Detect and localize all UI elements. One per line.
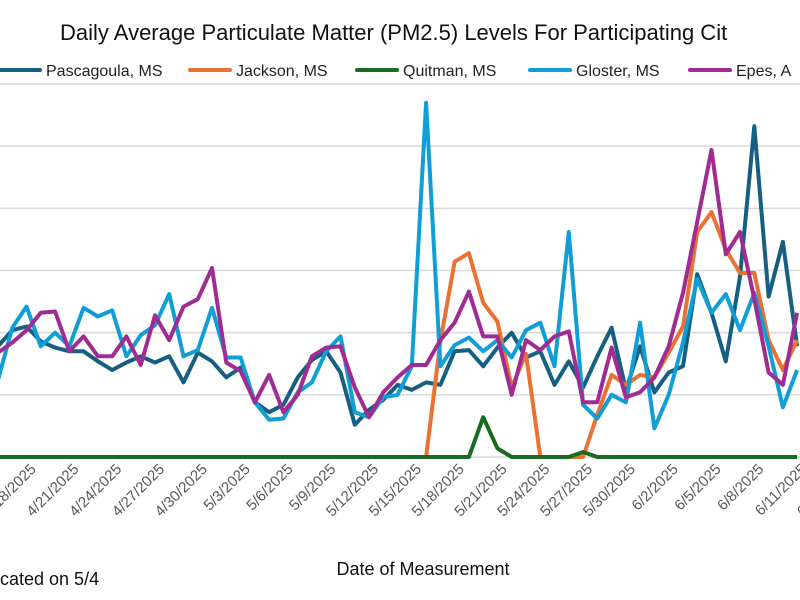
legend-label: Jackson, MS bbox=[236, 63, 328, 80]
series-lines bbox=[0, 100, 800, 459]
chart-title: Daily Average Particulate Matter (PM2.5)… bbox=[60, 20, 727, 45]
x-axis-title: Date of Measurement bbox=[336, 559, 509, 579]
x-tick-labels: 4/18/20254/21/20254/24/20254/27/20254/30… bbox=[0, 461, 800, 520]
x-tick-label: 6/5/2025 bbox=[671, 461, 724, 514]
footnote: cated on 5/4 bbox=[0, 569, 99, 589]
legend-label: Pascagoula, MS bbox=[46, 63, 163, 80]
legend-label: Quitman, MS bbox=[403, 63, 496, 80]
series-line-0 bbox=[0, 124, 800, 427]
legend-label: Epes, A bbox=[736, 63, 791, 80]
legend: Pascagoula, MS Jackson, MS Quitman, MS Glos… bbox=[0, 63, 791, 80]
series-line-3 bbox=[0, 100, 799, 431]
legend-label: Gloster, MS bbox=[576, 63, 660, 80]
series-line-2 bbox=[0, 415, 798, 459]
x-tick-label: 5/6/2025 bbox=[243, 461, 296, 514]
series-line-4 bbox=[0, 147, 800, 420]
gridlines bbox=[0, 83, 800, 458]
x-tick-label: 5/3/2025 bbox=[200, 461, 253, 514]
x-tick-label: 6/2/2025 bbox=[628, 461, 681, 514]
